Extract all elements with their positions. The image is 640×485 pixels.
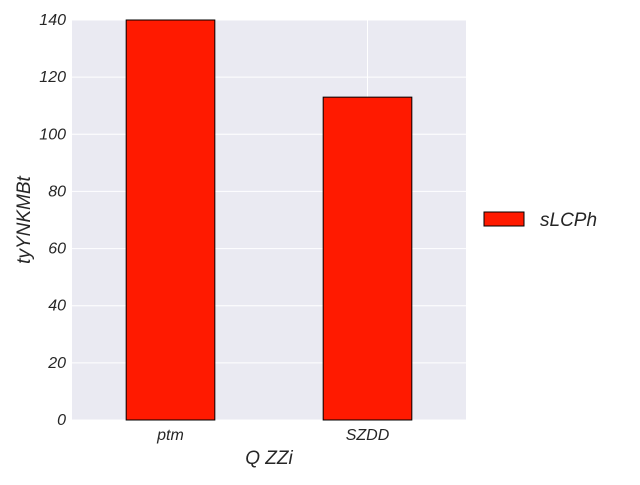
legend: sLCPh: [483, 210, 597, 231]
x-axis-label: Q ZZi: [245, 448, 293, 469]
y-tick-label: 120: [39, 69, 66, 86]
y-axis-label: tyYNKMBt: [14, 175, 35, 263]
x-tick-label: SZDD: [346, 427, 390, 444]
legend-entry-label: sLCPh: [540, 210, 597, 231]
y-tick-labels: 0 20 40 60 80 100 120 140: [39, 12, 66, 429]
y-tick-label: 40: [48, 298, 66, 315]
y-tick-label: 80: [48, 183, 66, 200]
bars: [125, 19, 413, 421]
y-tick-label: 140: [39, 12, 66, 29]
legend-swatch: [483, 211, 525, 227]
bar: [322, 96, 413, 421]
y-tick-label: 60: [48, 241, 66, 258]
y-tick-label: 0: [57, 412, 66, 429]
y-tick-label: 20: [47, 355, 66, 372]
x-tick-labels: ptm SZDD: [156, 427, 390, 444]
bar: [125, 19, 216, 421]
y-tick-label: 100: [39, 126, 66, 143]
x-tick-label: ptm: [156, 427, 184, 444]
